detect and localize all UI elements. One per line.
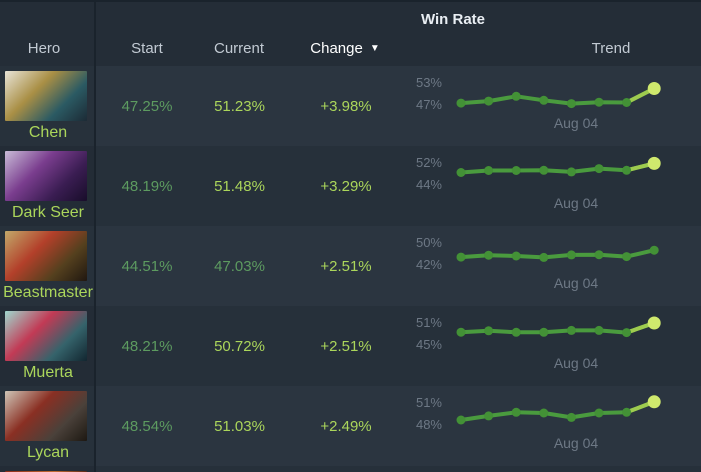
hero-cell: Muerta [0,306,96,386]
hero-portrait[interactable] [5,151,87,201]
trend-sparkline [456,245,659,262]
trend-ymax-label: 53% [415,75,442,90]
hero-cell: Lycan [0,386,96,466]
current-value: 51.03% [214,417,265,435]
table-row-partial: 50% [0,466,701,472]
trend-ymax-label: 50% [411,470,442,472]
hero-name-link[interactable]: Lycan [26,444,70,461]
trend-xaxis-label: Aug 04 [553,355,599,371]
trend-ymin-label: 48% [415,417,442,432]
column-header-change-label: Change [310,40,363,57]
trend-sparkline [456,156,661,177]
change-value: +2.51% [320,257,372,275]
trend-ymin-label: 42% [415,257,442,272]
trend-cell: 50% 42% Aug 04 [411,226,701,306]
hero-name-link[interactable]: Muerta [23,364,73,381]
start-value: 44.51% [121,257,173,275]
column-header-change[interactable]: Change ▼ [310,40,379,57]
hero-cell [0,466,96,472]
column-header-start[interactable]: Start [131,40,163,57]
trend-ymax-label: 50% [415,235,442,250]
start-value: 48.54% [121,417,173,435]
table-row: Dark Seer 48.19% 51.48% +3.29% 52% 44% A… [0,146,701,226]
trend-cell: 53% 47% Aug 04 [411,66,701,146]
hero-name-link[interactable]: Dark Seer [11,204,85,221]
trend-xaxis-label: Aug 04 [553,435,599,451]
hero-cell: Beastmaster [0,226,96,306]
current-value: 51.23% [214,97,265,115]
table-row: Muerta 48.21% 50.72% +2.51% 51% 45% Aug … [0,306,701,386]
trend-ymax-label: 52% [415,155,442,170]
table-row: Lycan 48.54% 51.03% +2.49% 51% 48% Aug 0… [0,386,701,466]
table-header: Win Rate Hero Start Current Change ▼ Tre… [0,0,701,66]
trend-sparkline [456,316,661,338]
trend-ymax-label: 51% [415,395,442,410]
start-value: 48.21% [121,337,173,355]
group-header-win-rate: Win Rate [420,11,486,28]
column-divider [94,0,96,472]
trend-cell: 51% 48% Aug 04 [411,386,701,466]
sort-descending-icon: ▼ [369,42,380,54]
hero-cell: Chen [0,66,96,146]
current-value: 51.48% [214,177,265,195]
trend-cell: 50% [411,466,701,472]
trend-ymin-label: 47% [415,97,442,112]
hero-name-link[interactable]: Beastmaster [3,284,93,301]
trend-sparkline [456,82,661,109]
hero-name-link[interactable]: Chen [28,124,68,141]
hero-cell: Dark Seer [0,146,96,226]
trend-cell: 51% 45% Aug 04 [411,306,701,386]
column-header-hero[interactable]: Hero [27,40,61,57]
column-header-trend[interactable]: Trend [591,40,631,57]
current-value: 47.03% [214,257,265,275]
table-row: Beastmaster 44.51% 47.03% +2.51% 50% 42%… [0,226,701,306]
start-value: 48.19% [121,177,173,195]
trend-ymin-label: 45% [415,337,442,352]
trend-xaxis-label: Aug 04 [553,115,599,131]
start-value: 47.25% [121,97,173,115]
table-row: Chen 47.25% 51.23% +3.98% 53% 47% Aug 04 [0,66,701,146]
trend-ymin-label: 44% [415,177,442,192]
trend-xaxis-label: Aug 04 [553,275,599,291]
change-value [281,466,411,472]
trend-xaxis-label: Aug 04 [553,195,599,211]
hero-portrait[interactable] [5,391,87,441]
change-value: +3.29% [320,177,372,195]
hero-portrait[interactable] [5,311,87,361]
hero-portrait[interactable] [5,71,87,121]
change-value: +2.49% [320,417,372,435]
top-border [0,0,701,2]
start-value [96,466,198,472]
hero-portrait[interactable] [5,231,87,281]
current-value [198,466,281,472]
trend-cell: 52% 44% Aug 04 [411,146,701,226]
trend-ymax-label: 51% [415,315,442,330]
current-value: 50.72% [214,337,265,355]
change-value: +3.98% [320,97,372,115]
change-value: +2.51% [320,337,372,355]
column-header-current[interactable]: Current [213,40,265,57]
trend-sparkline [456,395,661,425]
